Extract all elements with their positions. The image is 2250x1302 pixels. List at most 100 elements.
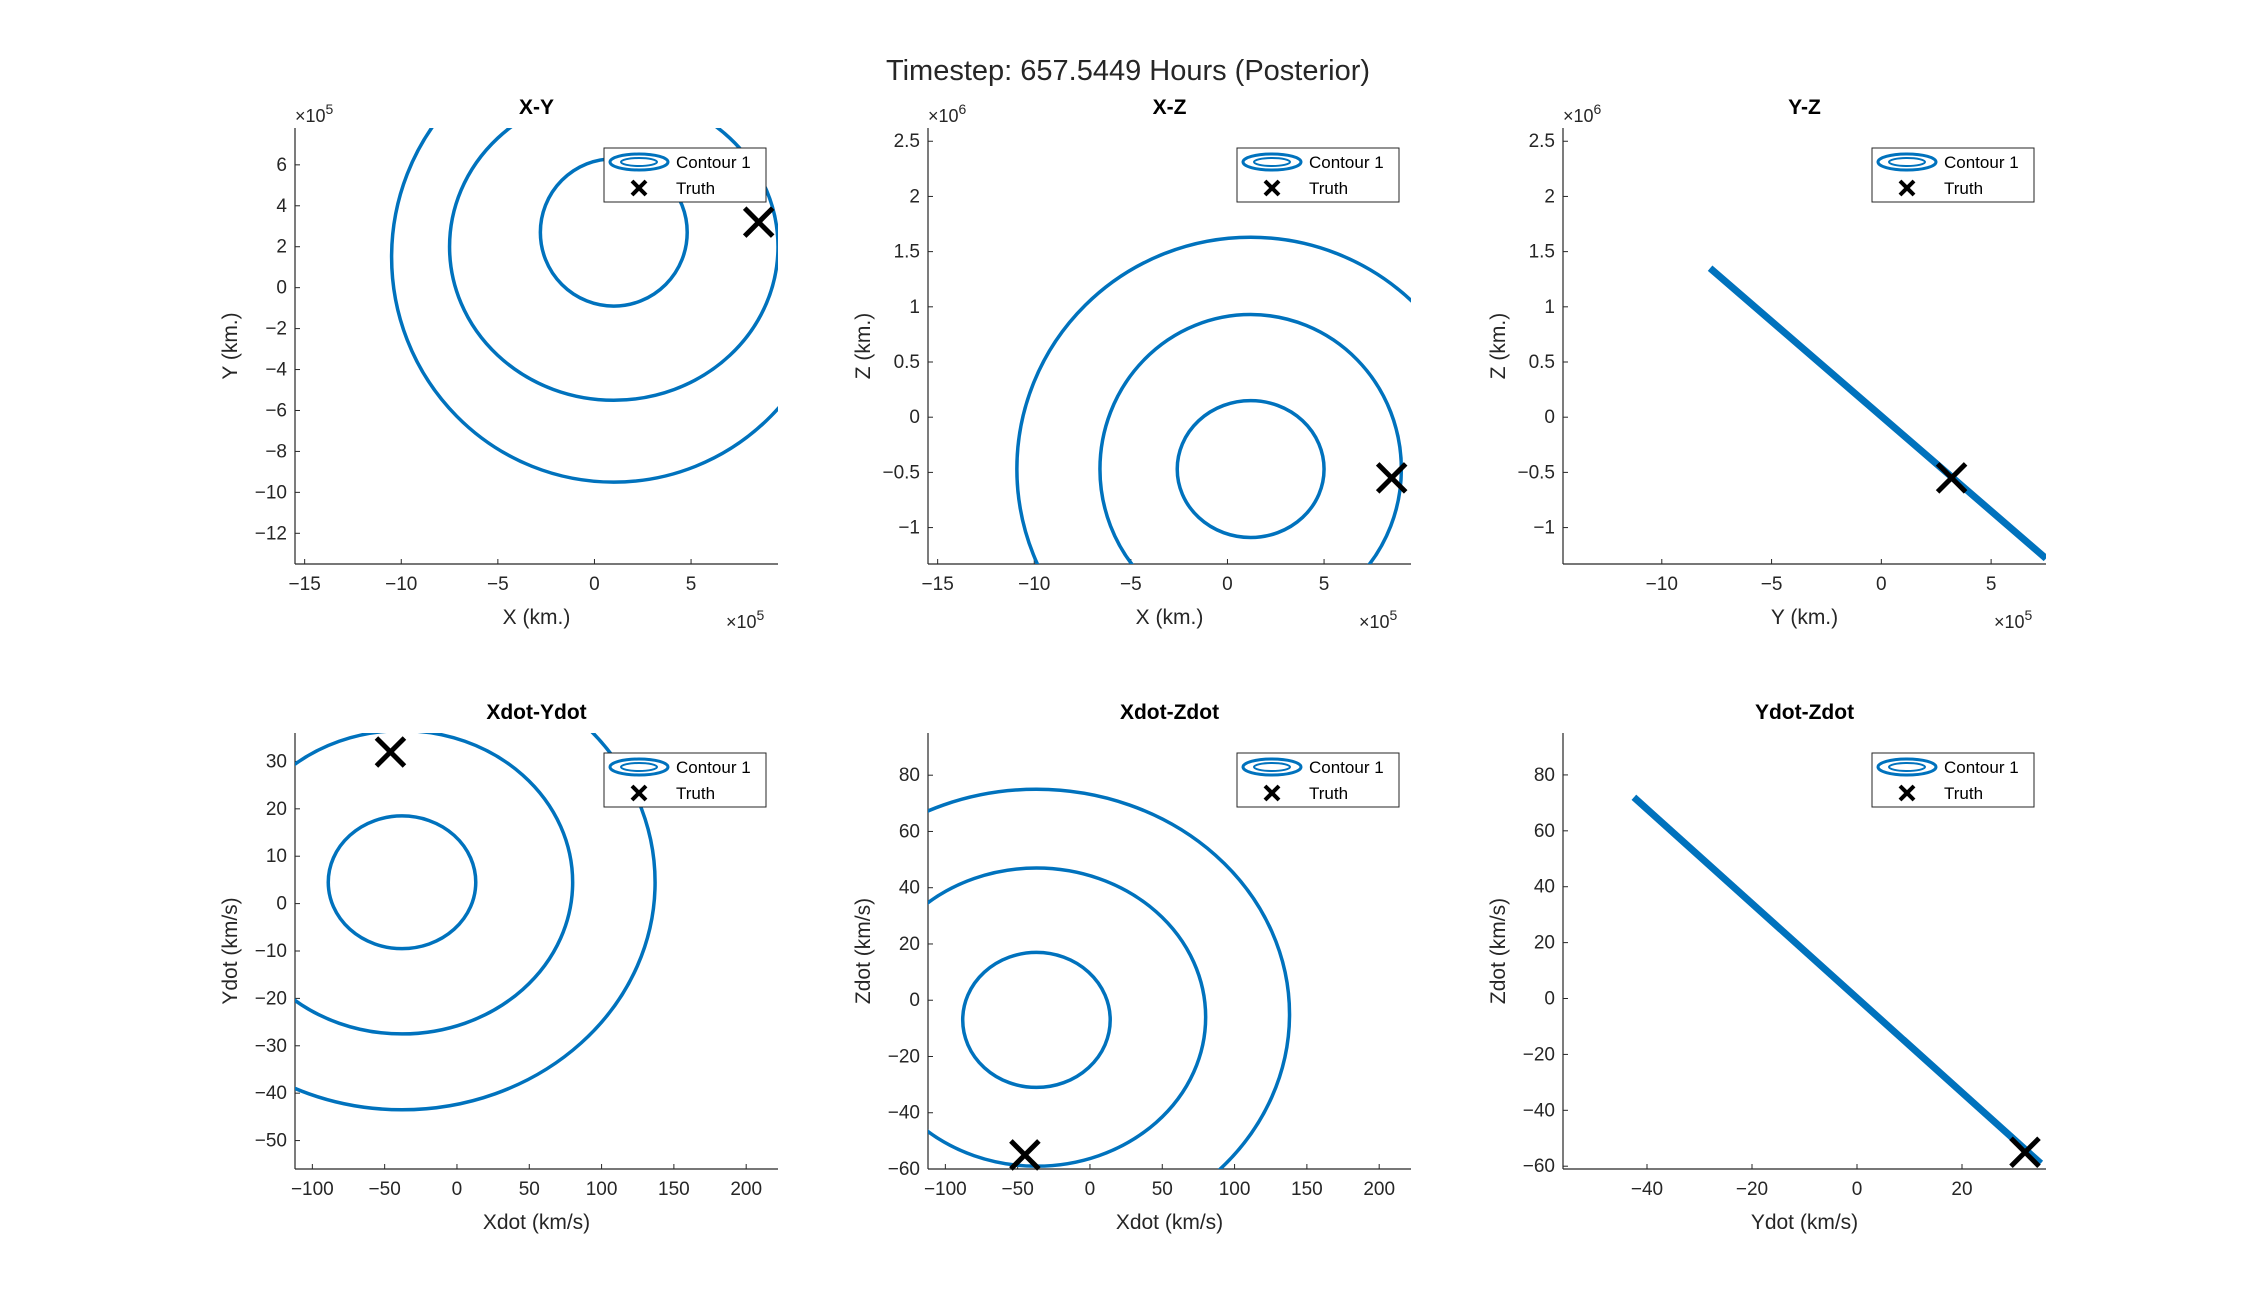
- y-axis-label: Zdot (km/s): [1487, 898, 1510, 1004]
- y-tick-label: −1: [898, 518, 920, 539]
- y-axis-label: Y (km.): [219, 312, 242, 379]
- y-tick-label: −8: [265, 441, 287, 462]
- x-tick-label: 0: [1222, 574, 1233, 595]
- x-tick-label: 50: [519, 1179, 540, 1200]
- contour-degenerate-line: [1634, 794, 2044, 1163]
- x-tick-label: −50: [369, 1179, 401, 1200]
- legend-contour-icon: [1241, 152, 1303, 172]
- y-tick-label: 0.5: [894, 352, 920, 373]
- legend-contour-label: Contour 1: [1944, 153, 2019, 172]
- plot-data: [295, 733, 657, 1112]
- y-tick-label: −1: [1533, 518, 1555, 539]
- truth-marker-stroke: [1935, 462, 1968, 494]
- contour-ellipse: [326, 814, 478, 951]
- x-tick-label: 5: [1986, 574, 1997, 595]
- x-tick-label: 200: [730, 1179, 762, 1200]
- x-tick-label: −5: [487, 574, 509, 595]
- legend-truth-icon: [1898, 784, 1916, 802]
- y-tick-label: −30: [255, 1036, 287, 1057]
- x-axis-label: X (km.): [1136, 606, 1204, 629]
- panel-title: Xdot-Ydot: [486, 701, 586, 724]
- y-axis-label: Z (km.): [852, 313, 875, 379]
- y-tick-label: −20: [255, 988, 287, 1009]
- y-tick-label: −60: [1523, 1156, 1555, 1177]
- legend-box: [603, 752, 767, 808]
- y-tick-label: 0: [909, 990, 920, 1011]
- x-tick-label: 50: [1152, 1179, 1173, 1200]
- legend-box: [1871, 147, 2035, 203]
- y-tick-label: 1.5: [894, 242, 920, 263]
- y-tick-label: 60: [899, 821, 920, 842]
- x-axis-label: Ydot (km/s): [1751, 1211, 1858, 1234]
- subplot-xdot-zdot: Xdot-Zdot −100 −50 0 50 100 150 200 −60 −40 −20 0 20…: [852, 701, 1411, 1234]
- legend-contour-icon: [1888, 157, 1926, 167]
- legend: Contour 1 Truth: [1236, 752, 1400, 808]
- subplot-xdot-ydot: Xdot-Ydot−100 −50 0 50 100 150 200−50−40−30−20…: [219, 701, 778, 1234]
- contour-ellipse: [1098, 312, 1404, 564]
- y-tick-label: 1.5: [1529, 242, 1555, 263]
- panel-title: Xdot-Zdot: [1120, 701, 1219, 724]
- legend-truth-label: Truth: [676, 784, 715, 803]
- legend: Contour 1 Truth: [603, 752, 767, 808]
- legend-truth-label: Truth: [1944, 784, 1983, 803]
- y-tick-label: −40: [1523, 1100, 1555, 1121]
- contour-ellipse: [295, 733, 657, 1112]
- x-tick-label: 200: [1363, 1179, 1395, 1200]
- legend-box: [1871, 752, 2035, 808]
- legend-contour-icon: [1876, 757, 1938, 777]
- contour-ellipse: [447, 128, 778, 402]
- x-axis-label: Xdot (km/s): [1116, 1211, 1223, 1234]
- y-tick-label: 0: [1544, 407, 1555, 428]
- legend-truth-icon: [1263, 784, 1281, 802]
- y-exponent-label: ×106: [928, 101, 967, 126]
- legend-truth-icon: [1898, 179, 1916, 197]
- contour-degenerate-line: [1631, 797, 2041, 1167]
- y-tick-label: −20: [1523, 1044, 1555, 1065]
- plot-data: [1631, 794, 2044, 1167]
- contour-degenerate-line: [1710, 265, 2046, 558]
- y-tick-label: 2.5: [1529, 131, 1555, 152]
- x-tick-label: 0: [589, 574, 600, 595]
- y-tick-label: 30: [266, 751, 287, 772]
- legend-contour-icon: [1253, 157, 1291, 167]
- truth-marker: [1009, 1139, 1041, 1171]
- truth-marker: [1375, 462, 1408, 494]
- truth-marker-stroke: [2009, 1136, 2041, 1168]
- y-tick-label: 1: [909, 297, 920, 318]
- x-tick-label: −15: [922, 574, 954, 595]
- legend-truth-label: Truth: [1944, 179, 1983, 198]
- y-tick-label: 1: [1544, 297, 1555, 318]
- x-axis-label: Xdot (km/s): [483, 1211, 590, 1234]
- plot-data: [1707, 265, 2046, 562]
- x-tick-label: 150: [658, 1179, 690, 1200]
- x-tick-label: 100: [1219, 1179, 1251, 1200]
- subplot-x-z: X-Z −15 −10 −5 0 5 −1 −0.5 0 0.5 1 1.5 2 2.5 X (km.) Z …: [852, 96, 1411, 632]
- legend-box: [1236, 752, 1400, 808]
- x-tick-label: −50: [1002, 1179, 1034, 1200]
- panel-title: X-Y: [519, 96, 554, 119]
- x-tick-label: −100: [291, 1179, 334, 1200]
- x-tick-label: −10: [385, 574, 417, 595]
- x-exponent-label: ×105: [726, 607, 765, 632]
- x-tick-label: −15: [289, 574, 321, 595]
- y-tick-label: 0: [909, 407, 920, 428]
- panel-title: X-Z: [1153, 96, 1187, 119]
- x-exponent-label: ×105: [1994, 607, 2033, 632]
- contour-ellipse: [1015, 235, 1411, 564]
- y-tick-label: 2: [276, 237, 287, 258]
- x-axis-label: X (km.): [503, 606, 571, 629]
- x-axis-label: Y (km.): [1771, 606, 1838, 629]
- legend-contour-icon: [608, 757, 670, 777]
- legend-truth-label: Truth: [1309, 784, 1348, 803]
- y-tick-label: −40: [888, 1103, 920, 1124]
- y-tick-label: 2.5: [894, 131, 920, 152]
- y-axis-label: Ydot (km/s): [219, 897, 242, 1004]
- contour-ellipse: [928, 787, 1292, 1169]
- x-tick-label: −20: [1736, 1179, 1768, 1200]
- truth-marker: [742, 206, 775, 238]
- legend-box: [603, 147, 767, 203]
- plot-data: [928, 787, 1292, 1169]
- truth-marker: [2009, 1136, 2041, 1168]
- x-tick-label: 20: [1951, 1179, 1972, 1200]
